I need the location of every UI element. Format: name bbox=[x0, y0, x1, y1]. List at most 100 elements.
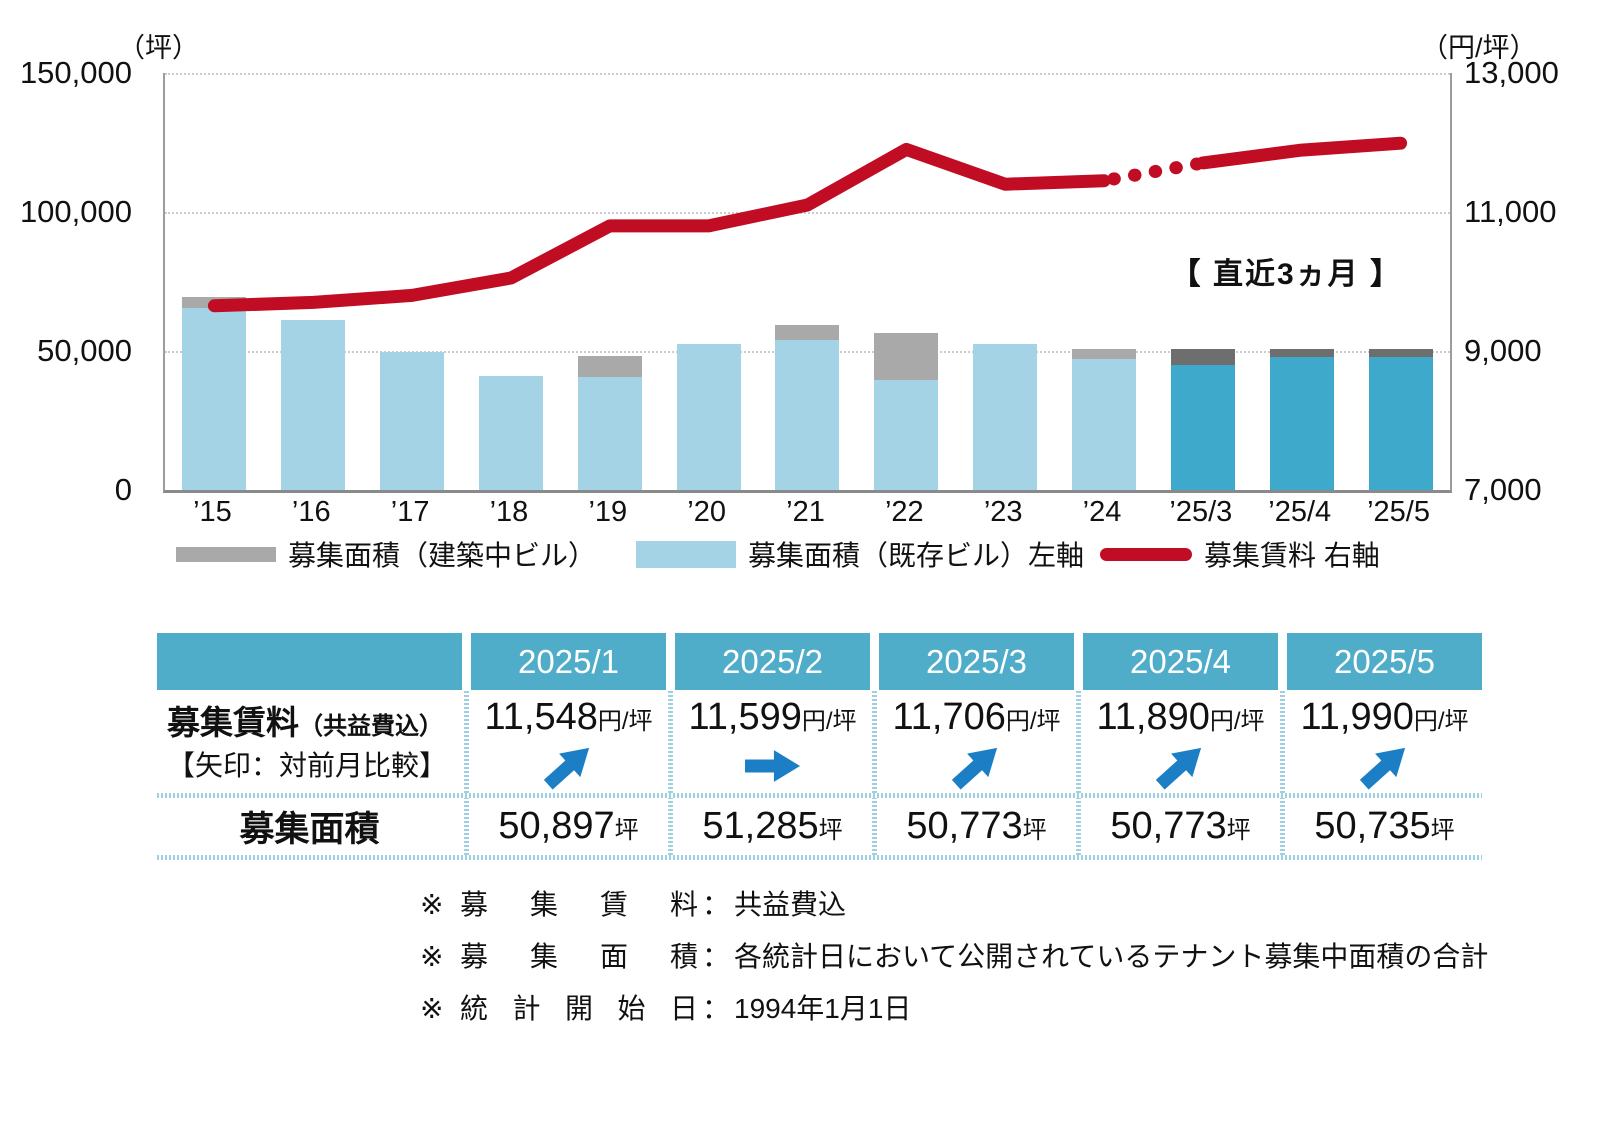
bar-slot bbox=[264, 73, 363, 490]
area-unit: 坪 bbox=[1226, 817, 1251, 844]
area-unit: 坪 bbox=[1430, 817, 1455, 844]
stacked-bar bbox=[1170, 73, 1235, 490]
table-header-empty-cell bbox=[157, 633, 462, 690]
red-line-swatch bbox=[1100, 547, 1192, 561]
column-separator bbox=[870, 798, 879, 855]
rent-value: 11,990円/坪 bbox=[1300, 696, 1469, 738]
bar-slot bbox=[165, 73, 264, 490]
existing-segment bbox=[182, 307, 247, 490]
x-axis-label: ’22 bbox=[884, 496, 924, 528]
construction-segment bbox=[874, 332, 939, 381]
footnote-area: ※ 募 集 面 積 ： 各統計日において公開されているテナント募集中面積の合計 bbox=[420, 940, 1488, 974]
area-value: 50,773坪 bbox=[1110, 805, 1251, 847]
area-value: 50,735坪 bbox=[1314, 805, 1455, 847]
rent-line-dotted-segment bbox=[1097, 156, 1210, 188]
construction-segment bbox=[1368, 348, 1433, 357]
right-axis-tick: 7,000 bbox=[1464, 472, 1542, 507]
trend-arrow-icon bbox=[744, 750, 800, 782]
table-header-month: 2025/3 bbox=[879, 633, 1074, 690]
lightblue-bar-swatch bbox=[636, 540, 736, 568]
x-axis-label: ’17 bbox=[390, 496, 430, 528]
area-unit: 坪 bbox=[818, 817, 843, 844]
legend-label: 募集賃料 右軸 bbox=[1204, 540, 1380, 571]
stacked-bar bbox=[973, 73, 1038, 490]
bars-layer bbox=[165, 73, 1450, 490]
footnote-label: 統 計 開 始 日 bbox=[460, 993, 698, 1024]
x-axis-label: ’25/3 bbox=[1169, 496, 1233, 528]
area-value-cell: 51,285坪 bbox=[675, 798, 870, 855]
rent-unit: 円/坪 bbox=[1209, 708, 1265, 735]
footnote-label: 募 集 面 積 bbox=[460, 941, 698, 972]
footnote-mark: ※ bbox=[420, 889, 444, 920]
bar-slot bbox=[1153, 73, 1252, 490]
rent-unit: 円/坪 bbox=[801, 708, 857, 735]
bar-slot bbox=[1252, 73, 1351, 490]
area-value-cell: 50,773坪 bbox=[1083, 798, 1278, 855]
rent-row-label: 募集賃料（共益費込） 【矢印：対前月比較】 bbox=[157, 690, 462, 793]
trend-arrow bbox=[541, 739, 597, 790]
x-axis-label: ’19 bbox=[588, 496, 628, 528]
gray-bar-swatch bbox=[176, 546, 276, 562]
bar-slot bbox=[857, 73, 956, 490]
stacked-bar bbox=[281, 73, 346, 490]
existing-segment bbox=[577, 376, 642, 490]
x-axis-label: ’24 bbox=[1082, 496, 1122, 528]
recent-3-months-annotation: 【 直近3ヵ月 】 bbox=[1170, 258, 1402, 291]
x-axis-labels: ’15 ’16 ’17 ’18 ’19 ’20 ’21 ’22 ’23 ’24 ’25/3 ’25/4… bbox=[163, 496, 1448, 529]
rent-value: 11,599円/坪 bbox=[688, 696, 857, 738]
rent-unit: 円/坪 bbox=[1005, 708, 1061, 735]
area-value: 50,897坪 bbox=[498, 805, 639, 847]
header-gap bbox=[1278, 633, 1287, 690]
existing-segment bbox=[1368, 356, 1433, 490]
construction-segment bbox=[775, 324, 840, 340]
rent-value: 11,890円/坪 bbox=[1096, 696, 1265, 738]
construction-segment bbox=[1170, 348, 1235, 365]
area-row-label: 募集面積 bbox=[239, 810, 380, 849]
stacked-bar bbox=[676, 73, 741, 490]
construction-segment bbox=[1269, 348, 1334, 358]
header-gap bbox=[870, 633, 879, 690]
existing-segment bbox=[973, 344, 1038, 490]
footnote-text: 共益費込 bbox=[734, 889, 847, 920]
header-gap bbox=[666, 633, 675, 690]
legend-label: 募集面積（建築中ビル） bbox=[288, 540, 597, 571]
existing-segment bbox=[874, 380, 939, 490]
stacked-bar bbox=[775, 73, 840, 490]
area-unit: 坪 bbox=[1022, 817, 1047, 844]
row-separator bbox=[157, 793, 1482, 798]
existing-segment bbox=[775, 339, 840, 490]
plot-area bbox=[163, 73, 1452, 493]
rent-value: 11,548円/坪 bbox=[484, 696, 653, 738]
rent-value-cell: 11,599円/坪 bbox=[675, 690, 870, 793]
trend-arrow-icon bbox=[1155, 747, 1201, 790]
rent-value-cell: 11,990円/坪 bbox=[1287, 690, 1482, 793]
right-axis-tick: 11,000 bbox=[1464, 194, 1557, 229]
existing-segment bbox=[478, 376, 543, 490]
trend-arrow-icon bbox=[951, 747, 997, 790]
trend-arrow bbox=[1153, 739, 1209, 790]
right-axis-tick: 13,000 bbox=[1464, 55, 1559, 90]
rent-line-chart bbox=[207, 136, 1408, 313]
stacked-bar bbox=[874, 73, 939, 490]
gridline bbox=[165, 73, 1450, 75]
stacked-bar bbox=[182, 73, 247, 490]
column-separator bbox=[1074, 798, 1083, 855]
construction-segment bbox=[577, 356, 642, 377]
x-axis-label: ’21 bbox=[786, 496, 825, 528]
rent-value: 11,706円/坪 bbox=[892, 696, 1061, 738]
left-axis-tick: 100,000 bbox=[19, 194, 132, 229]
bar-slot bbox=[462, 73, 561, 490]
area-value: 50,773坪 bbox=[906, 805, 1047, 847]
trend-arrow bbox=[949, 739, 1005, 790]
bar-slot bbox=[1351, 73, 1450, 490]
table-header-month: 2025/4 bbox=[1083, 633, 1278, 690]
footnote-mark: ※ bbox=[420, 993, 444, 1024]
footnote-start-date: ※ 統 計 開 始 日 ： 1994年1月1日 bbox=[420, 992, 911, 1026]
rent-label: 募集賃料 bbox=[167, 704, 299, 741]
legend-label: 募集面積（既存ビル）左軸 bbox=[748, 540, 1085, 571]
area-value: 51,285坪 bbox=[702, 805, 843, 847]
stacked-bar bbox=[577, 73, 642, 490]
table-header-month: 2025/1 bbox=[471, 633, 666, 690]
area-value-cell: 50,735坪 bbox=[1287, 798, 1482, 855]
